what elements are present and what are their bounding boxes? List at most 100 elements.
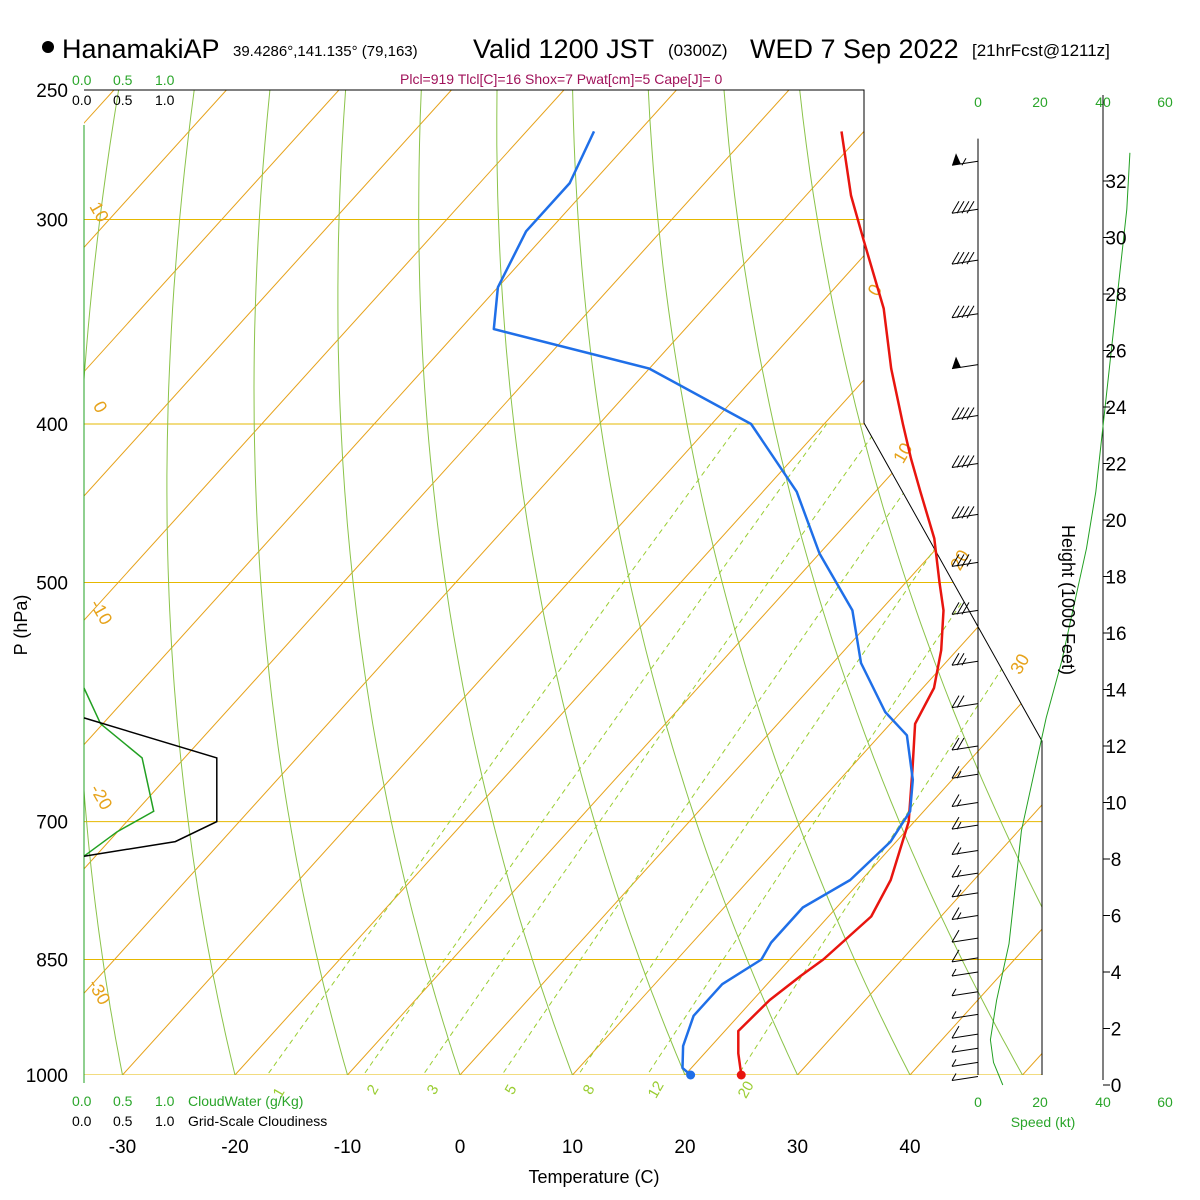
isotherm-label: -20 xyxy=(86,781,116,814)
cloudiness-scale-label-top: 0.5 xyxy=(113,92,133,108)
cloudwater-scale-label-top: 0.5 xyxy=(113,72,133,88)
dry-adiabat xyxy=(646,90,929,1075)
thermo-grid xyxy=(84,90,1042,1075)
wind-barb xyxy=(951,864,979,878)
mixing-ratio-line xyxy=(554,423,1022,1075)
x-tick-label: 40 xyxy=(899,1137,920,1158)
x-tick-label: 20 xyxy=(674,1137,695,1158)
wind-barb xyxy=(951,884,979,898)
mixing-ratio-label: 20 xyxy=(735,1078,758,1101)
x-tick-label: -20 xyxy=(221,1137,248,1158)
height-tick-label: 26 xyxy=(1105,342,1126,363)
dry-adiabat xyxy=(571,90,815,1075)
cloudiness-label: Grid-Scale Cloudiness xyxy=(188,1113,327,1129)
wind-barb xyxy=(951,455,979,468)
mixing-ratio-line xyxy=(338,423,828,1075)
cloudwater-scale-label-bottom: 0.5 xyxy=(113,1093,133,1109)
wind-barb xyxy=(951,652,979,666)
x-tick-label: -30 xyxy=(109,1137,136,1158)
wind-barb xyxy=(951,907,979,920)
dry-adiabat xyxy=(721,90,1042,1075)
pressure-label: 400 xyxy=(36,415,68,436)
zulu-time: (0300Z) xyxy=(668,41,728,60)
height-tick-label: 20 xyxy=(1105,511,1126,532)
wind-barb xyxy=(951,929,979,943)
plot-frame xyxy=(83,89,1043,1083)
height-tick-label: 8 xyxy=(1111,850,1122,871)
mixing-ratio-line xyxy=(242,423,740,1075)
mixing-ratio-label: 3 xyxy=(424,1082,443,1098)
cloudiness-line xyxy=(83,717,218,857)
height-tick-label: 12 xyxy=(1105,737,1126,758)
height-tick-label: 28 xyxy=(1105,285,1126,306)
mixing-ratio-line xyxy=(624,423,1042,1075)
dry-adiabat xyxy=(166,90,245,1075)
wind-barb xyxy=(951,602,979,615)
speed-tick-top: 0 xyxy=(974,94,982,110)
x-tick-label: -10 xyxy=(334,1137,361,1158)
wind-barb xyxy=(951,506,979,519)
height-axis-label: Height (1000 Feet) xyxy=(1058,525,1078,675)
wind-barb xyxy=(951,1025,979,1039)
valid-time: Valid 1200 JST xyxy=(473,34,654,64)
cloud-panel: 0.0 0.0 0.0 0.0 0.5 0.5 0.5 0.5 1.0 1.0 1.0 1.0 xyxy=(72,72,218,1129)
wind-barb xyxy=(951,816,979,830)
height-tick-label: 6 xyxy=(1111,907,1122,928)
isotherm-line xyxy=(797,90,1042,1075)
height-tick-label: 22 xyxy=(1105,455,1126,476)
wind-barb xyxy=(951,200,979,214)
wind-barb xyxy=(951,842,979,856)
cloudwater-scale-label-top: 0.0 xyxy=(72,72,92,88)
wind-barb xyxy=(951,1059,979,1067)
wind-barb xyxy=(951,765,979,779)
sounding-profiles xyxy=(492,130,945,1080)
speed-tick-top: 60 xyxy=(1157,94,1173,110)
mixing-ratio-label: 5 xyxy=(502,1082,521,1098)
station-dot-icon xyxy=(42,41,54,53)
height-tick-label: 4 xyxy=(1111,963,1122,984)
dry-adiabat xyxy=(796,90,1042,1075)
dry-adiabat xyxy=(337,90,473,1075)
x-tick-label: 30 xyxy=(787,1137,808,1158)
speed-tick-top: 40 xyxy=(1095,94,1111,110)
cloudiness-scale-label-bottom: 0.5 xyxy=(113,1113,133,1129)
wind-barb xyxy=(951,695,979,709)
height-tick-label: 16 xyxy=(1105,624,1126,645)
isotherm-line xyxy=(459,90,1042,1075)
isotherm-line xyxy=(84,90,340,1075)
wind-barb xyxy=(951,305,979,319)
wind-barb xyxy=(951,1073,979,1082)
speed-tick-top: 20 xyxy=(1032,94,1048,110)
isotherm-line xyxy=(84,90,565,1075)
mixing-ratio-line xyxy=(715,423,1042,1075)
isotherm-label: 30 xyxy=(1006,650,1033,677)
mixing-ratio-line xyxy=(477,423,953,1075)
pressure-label: 500 xyxy=(36,574,68,595)
cloudiness-scale-label-bottom: 0.0 xyxy=(72,1113,92,1129)
cloudwater-scale-label-bottom: 0.0 xyxy=(72,1093,92,1109)
height-tick-label: 14 xyxy=(1105,681,1127,702)
wind-barb xyxy=(951,554,979,567)
plot-outline xyxy=(84,89,1043,1075)
height-tick-label: 18 xyxy=(1105,568,1126,589)
speed-tick-bottom: 40 xyxy=(1095,1094,1111,1110)
surface-dewpoint-dot xyxy=(686,1070,696,1080)
dry-adiabat xyxy=(870,90,1042,1075)
wind-barb xyxy=(951,794,979,807)
dry-adiabat xyxy=(253,90,359,1075)
dewpoint-line xyxy=(492,130,915,1076)
valid-date: WED 7 Sep 2022 xyxy=(750,34,959,64)
forecast-info: [21hrFcst@1211z] xyxy=(972,41,1110,60)
isotherm-label: 0 xyxy=(89,398,111,417)
pressure-label: 700 xyxy=(36,813,68,834)
mixing-ratio-label: 2 xyxy=(364,1082,383,1098)
wind-barb xyxy=(951,1011,979,1019)
cloudiness-scale-label-top: 0.0 xyxy=(72,92,92,108)
wind-barb xyxy=(951,949,979,963)
y-axis-label: P (hPa) xyxy=(11,595,31,656)
pressure-label: 850 xyxy=(36,951,68,972)
height-tick-label: 32 xyxy=(1105,172,1126,193)
wind-speed-line xyxy=(989,152,1131,1086)
